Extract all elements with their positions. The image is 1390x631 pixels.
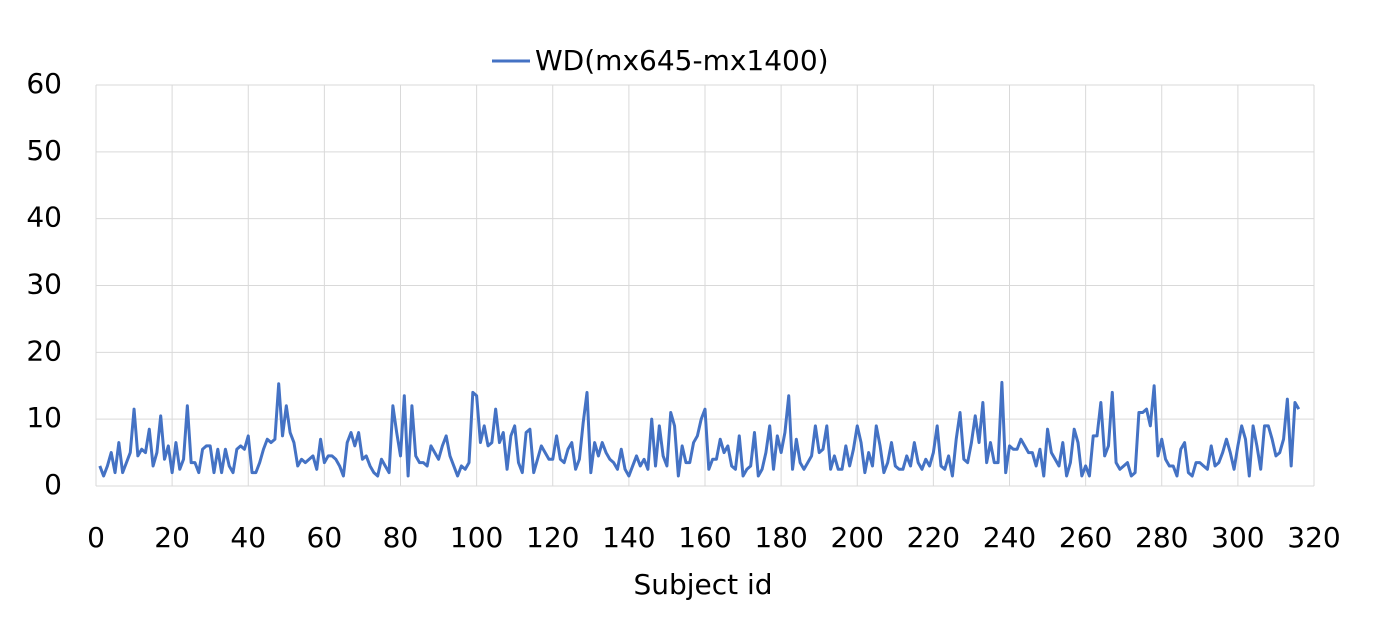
- y-tick-label: 40: [26, 201, 62, 234]
- x-tick-label: 260: [1059, 521, 1112, 554]
- y-tick-label: 10: [26, 401, 62, 434]
- x-tick-label: 280: [1135, 521, 1188, 554]
- x-tick-label: 60: [307, 521, 343, 554]
- x-tick-label: 200: [831, 521, 884, 554]
- x-tick-label: 20: [154, 521, 190, 554]
- x-tick-label: 120: [526, 521, 579, 554]
- data-line: [98, 380, 1301, 478]
- legend-label: WD(mx645-mx1400): [535, 44, 829, 77]
- x-tick-label: 80: [383, 521, 419, 554]
- x-tick-label: 160: [678, 521, 731, 554]
- x-axis-title: Subject id: [633, 568, 772, 601]
- y-tick-label: 60: [26, 67, 62, 100]
- x-tick-label: 40: [230, 521, 266, 554]
- x-tick-label: 220: [907, 521, 960, 554]
- x-tick-label: 320: [1287, 521, 1340, 554]
- y-tick-label: 50: [26, 134, 62, 167]
- x-tick-label: 240: [983, 521, 1036, 554]
- y-tick-label: 0: [44, 468, 62, 501]
- x-tick-label: 140: [602, 521, 655, 554]
- x-tick-label: 0: [87, 521, 105, 554]
- x-tick-label: 300: [1211, 521, 1264, 554]
- y-tick-label: 20: [26, 334, 62, 367]
- x-tick-label: 180: [754, 521, 807, 554]
- x-tick-label: 100: [450, 521, 503, 554]
- y-tick-label: 30: [26, 268, 62, 301]
